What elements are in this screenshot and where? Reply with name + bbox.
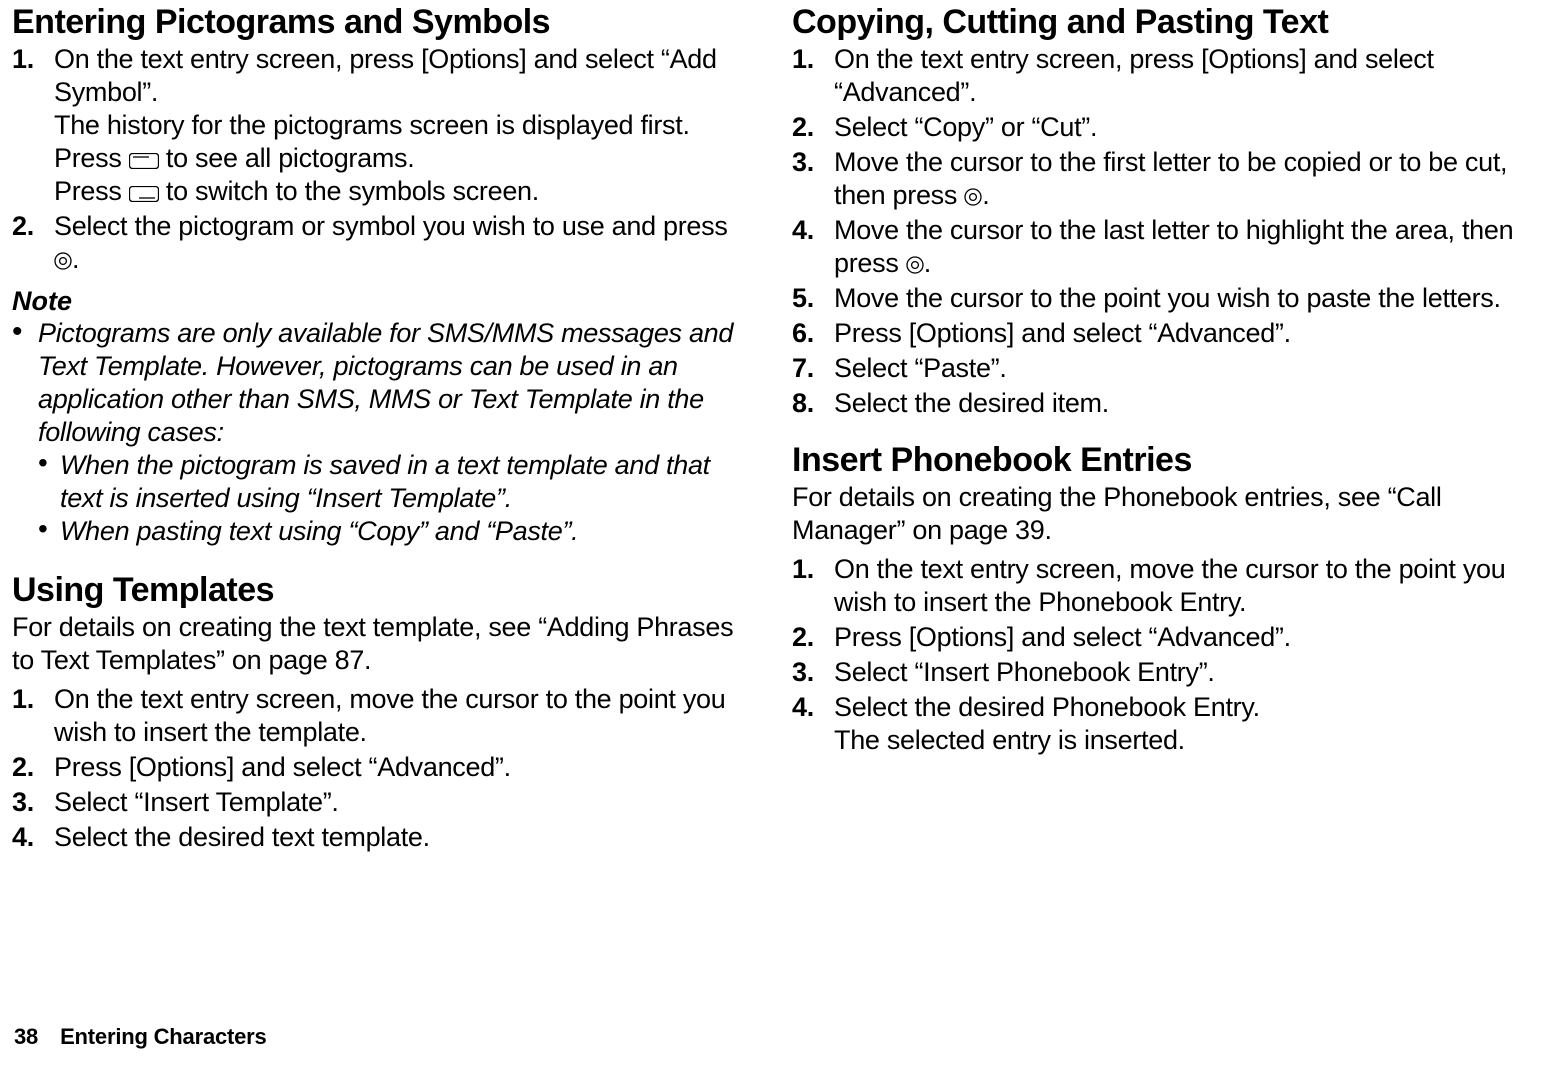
step-item: On the text entry screen, press [Options… [12,43,752,208]
text-fragment: to see all pictograms. [159,143,415,173]
note-subitem: When the pictogram is saved in a text te… [38,449,752,515]
note-item: Pictograms are only available for SMS/MM… [12,317,752,548]
text-fragment: Press [54,176,129,206]
center-key-icon [54,252,72,270]
softkey-right-icon [129,186,159,202]
heading-copy-paste: Copying, Cutting and Pasting Text [792,4,1542,41]
page-number: 38 [14,1024,38,1049]
note-text: Pictograms are only available for SMS/MM… [38,318,733,447]
heading-phonebook: Insert Phonebook Entries [792,442,1542,479]
note-heading: Note [12,286,752,317]
chapter-title: Entering Characters [60,1024,267,1049]
step-item: Press [Options] and select “Advanced”. [792,621,1542,654]
center-key-icon [964,188,982,206]
steps-phonebook: On the text entry screen, move the curso… [792,553,1542,757]
step-item: Select the desired item. [792,387,1542,420]
page-footer: 38 Entering Characters [14,1024,267,1050]
step-item: Select “Insert Phonebook Entry”. [792,656,1542,689]
text-fragment: . [924,248,931,278]
step-subtext: The history for the pictograms screen is… [54,109,752,142]
step-item: Select the desired text template. [12,821,752,854]
step-item: On the text entry screen, move the curso… [792,553,1542,619]
text-fragment: Press [54,143,129,173]
note-sublist: When the pictogram is saved in a text te… [38,449,752,548]
step-item: Move the cursor to the point you wish to… [792,282,1542,315]
page: Entering Pictograms and Symbols On the t… [0,0,1558,861]
step-item: Move the cursor to the last letter to hi… [792,214,1542,280]
step-subtext: Press to see all pictograms. [54,142,752,175]
step-item: Select the pictogram or symbol you wish … [12,210,752,276]
step-item: Select “Paste”. [792,352,1542,385]
center-key-icon [906,256,924,274]
heading-templates: Using Templates [12,572,752,609]
left-column: Entering Pictograms and Symbols On the t… [12,0,752,861]
step-item: On the text entry screen, press [Options… [792,43,1542,109]
spacer [12,548,752,572]
step-item: Press [Options] and select “Advanced”. [12,751,752,784]
intro-text: For details on creating the text templat… [12,611,752,677]
steps-copy-paste: On the text entry screen, press [Options… [792,43,1542,419]
step-item: On the text entry screen, move the curso… [12,683,752,749]
note-subitem: When pasting text using “Copy” and “Past… [38,515,752,548]
steps-pictograms: On the text entry screen, press [Options… [12,43,752,276]
text-fragment: to switch to the symbols screen. [159,176,539,206]
text-fragment: Move the cursor to the last letter to hi… [834,215,1513,278]
softkey-left-icon [129,153,159,169]
text-fragment: . [72,244,79,274]
step-item: Press [Options] and select “Advanced”. [792,317,1542,350]
right-column: Copying, Cutting and Pasting Text On the… [792,0,1542,861]
step-item: Move the cursor to the first letter to b… [792,146,1542,212]
note-list: Pictograms are only available for SMS/MM… [12,317,752,548]
text-fragment: Move the cursor to the first letter to b… [834,147,1507,210]
steps-templates: On the text entry screen, move the curso… [12,683,752,854]
step-text: On the text entry screen, press [Options… [54,44,717,107]
heading-pictograms: Entering Pictograms and Symbols [12,4,752,41]
step-item: Select the desired Phonebook Entry. The … [792,691,1542,757]
step-item: Select “Copy” or “Cut”. [792,111,1542,144]
step-subtext: Press to switch to the symbols screen. [54,175,752,208]
intro-text: For details on creating the Phonebook en… [792,481,1542,547]
spacer [792,428,1542,442]
text-fragment: Select the pictogram or symbol you wish … [54,211,728,241]
step-item: Select “Insert Template”. [12,786,752,819]
text-fragment: . [982,180,989,210]
step-text: Select the desired Phonebook Entry. [834,692,1260,722]
step-subtext: The selected entry is inserted. [834,724,1542,757]
